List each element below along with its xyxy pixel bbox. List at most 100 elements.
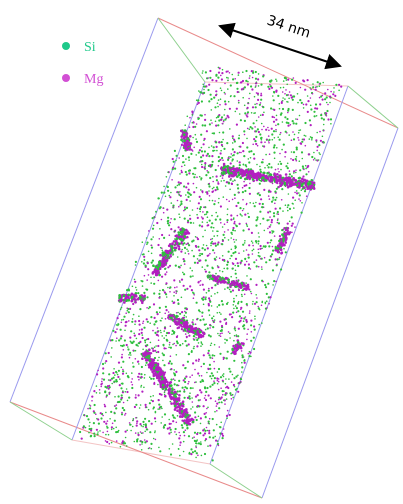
atom-dot bbox=[193, 167, 195, 169]
atom-dot bbox=[205, 174, 208, 177]
atom-dot bbox=[257, 251, 260, 254]
atom-dot bbox=[219, 426, 222, 429]
atom-dot bbox=[153, 356, 157, 360]
atom-dot bbox=[279, 133, 281, 136]
atom-dot bbox=[108, 386, 111, 389]
atom-dot bbox=[233, 193, 236, 196]
atom-dot bbox=[117, 400, 120, 404]
atom-dot bbox=[191, 249, 193, 252]
atom-dot bbox=[272, 95, 274, 97]
atom-dot bbox=[160, 331, 162, 334]
atom-dot bbox=[235, 335, 238, 338]
atom-dot bbox=[210, 226, 213, 229]
atom-dot bbox=[269, 210, 272, 213]
atom-dot bbox=[226, 409, 229, 412]
atom-dot bbox=[203, 150, 206, 153]
atom-dot bbox=[300, 101, 303, 104]
atom-dot bbox=[325, 96, 328, 99]
atom-dot bbox=[234, 229, 236, 232]
atom-dot bbox=[123, 301, 126, 304]
atom-dot bbox=[209, 69, 212, 73]
atom-dot bbox=[219, 432, 222, 435]
atom-dot bbox=[169, 400, 172, 403]
atom-dot bbox=[202, 154, 205, 157]
atom-dot bbox=[83, 414, 86, 417]
atom-dot bbox=[174, 379, 176, 382]
atom-dot bbox=[213, 252, 216, 254]
atom-dot bbox=[246, 111, 250, 114]
atom-dot bbox=[258, 202, 261, 205]
atom-dot bbox=[241, 342, 245, 345]
atom-dot bbox=[212, 326, 215, 329]
atom-dot bbox=[89, 407, 92, 410]
atom-dot bbox=[152, 367, 156, 370]
atom-dot bbox=[221, 156, 224, 160]
atom-dot bbox=[216, 102, 219, 104]
atom-dot bbox=[326, 109, 329, 113]
atom-dot bbox=[246, 275, 248, 277]
atom-dot bbox=[168, 344, 171, 346]
atom-dot bbox=[135, 424, 138, 427]
atom-dot bbox=[256, 128, 259, 131]
atom-dot bbox=[227, 77, 229, 79]
atom-dot bbox=[221, 68, 224, 71]
atom-dot bbox=[159, 385, 163, 389]
atom-dot bbox=[293, 172, 295, 174]
atom-dot bbox=[174, 427, 177, 431]
atom-dot bbox=[179, 344, 182, 347]
atom-dot bbox=[305, 103, 308, 106]
atom-dot bbox=[209, 375, 212, 378]
atom-dot bbox=[157, 366, 161, 370]
atom-dot bbox=[201, 225, 204, 228]
atom-dot bbox=[173, 149, 176, 152]
atom-dot bbox=[194, 125, 197, 128]
atom-dot bbox=[229, 337, 231, 339]
atom-dot bbox=[167, 331, 170, 335]
atom-dot bbox=[220, 180, 223, 182]
atom-dot bbox=[235, 334, 238, 336]
atom-dot bbox=[260, 139, 263, 141]
atom-dot bbox=[245, 168, 248, 172]
atom-dot bbox=[299, 179, 303, 183]
atom-dot bbox=[222, 233, 225, 236]
atom-dot bbox=[229, 283, 232, 286]
atom-dot bbox=[296, 192, 299, 195]
atom-dot bbox=[215, 141, 218, 144]
atom-dot bbox=[314, 103, 318, 106]
atom-dot bbox=[199, 284, 201, 287]
atom-dot bbox=[180, 200, 183, 203]
atom-dot bbox=[197, 151, 200, 154]
atom-dot bbox=[273, 157, 276, 160]
atom-dot bbox=[228, 313, 231, 316]
atom-dot bbox=[137, 342, 140, 345]
atom-dot bbox=[121, 372, 125, 375]
atom-dot bbox=[280, 268, 283, 271]
atom-dot bbox=[144, 364, 147, 367]
atom-dot bbox=[186, 140, 190, 143]
atom-dot bbox=[119, 308, 122, 311]
atom-dot bbox=[168, 194, 171, 197]
atom-dot bbox=[230, 398, 233, 400]
atom-dot bbox=[298, 194, 301, 197]
atom-dot bbox=[238, 145, 241, 148]
atom-dot bbox=[160, 422, 162, 424]
atom-dot bbox=[120, 344, 122, 347]
atom-dot bbox=[163, 347, 166, 350]
atom-dot bbox=[291, 98, 294, 101]
atom-dot bbox=[216, 410, 218, 412]
atom-dot bbox=[115, 324, 118, 326]
atom-dot bbox=[167, 311, 170, 313]
atom-dot bbox=[213, 319, 216, 321]
atom-dot bbox=[237, 71, 240, 74]
atom-dot bbox=[110, 356, 112, 358]
atom-dot bbox=[236, 81, 239, 84]
atom-dot bbox=[219, 335, 222, 338]
atom-dot bbox=[206, 386, 209, 390]
atom-dot bbox=[249, 202, 251, 204]
atom-dot bbox=[310, 136, 313, 139]
atom-dot bbox=[152, 377, 155, 380]
atom-dot bbox=[308, 119, 311, 122]
atom-dot bbox=[176, 390, 179, 393]
atom-dot bbox=[169, 428, 172, 431]
atom-dot bbox=[157, 339, 160, 342]
